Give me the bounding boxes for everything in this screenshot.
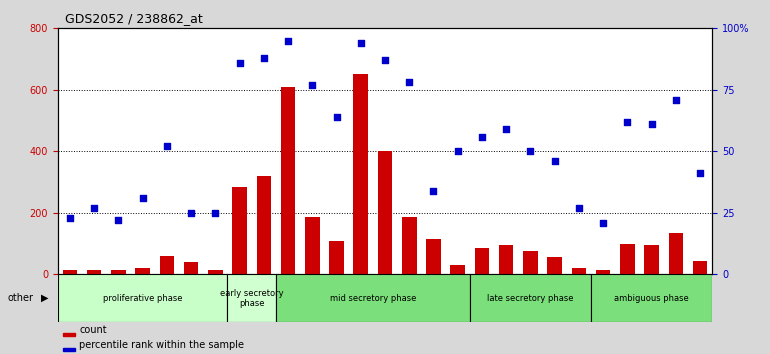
- Point: [282, 38, 294, 44]
- Bar: [184, 262, 199, 274]
- Text: count: count: [79, 325, 107, 335]
- Bar: [58, 274, 227, 322]
- Point: [573, 205, 585, 211]
- Point: [597, 220, 609, 225]
- Point: [670, 97, 682, 103]
- Bar: [591, 274, 712, 322]
- Point: [645, 121, 658, 127]
- Point: [451, 149, 464, 154]
- Bar: [499, 245, 514, 274]
- Point: [500, 126, 512, 132]
- Text: late secretory phase: late secretory phase: [487, 294, 574, 303]
- Point: [306, 82, 319, 88]
- Point: [136, 195, 149, 201]
- Point: [379, 57, 391, 63]
- Bar: [63, 348, 75, 351]
- Point: [524, 149, 537, 154]
- Bar: [402, 217, 417, 274]
- Text: early secretory
phase: early secretory phase: [220, 289, 283, 308]
- Bar: [111, 270, 126, 274]
- Bar: [276, 274, 470, 322]
- Point: [694, 171, 706, 176]
- Point: [621, 119, 634, 125]
- Point: [403, 80, 415, 85]
- Text: percentile rank within the sample: percentile rank within the sample: [79, 340, 244, 350]
- Point: [64, 215, 76, 221]
- Bar: [330, 240, 343, 274]
- Bar: [208, 270, 223, 274]
- Text: other: other: [8, 293, 34, 303]
- Bar: [474, 248, 489, 274]
- Bar: [596, 270, 611, 274]
- Bar: [523, 251, 537, 274]
- Bar: [281, 87, 296, 274]
- Point: [548, 158, 561, 164]
- Bar: [668, 233, 683, 274]
- Bar: [620, 244, 634, 274]
- Bar: [378, 152, 392, 274]
- Point: [476, 134, 488, 139]
- Bar: [227, 274, 276, 322]
- Bar: [87, 270, 102, 274]
- Point: [233, 60, 246, 65]
- Point: [112, 217, 125, 223]
- Point: [185, 210, 197, 216]
- Bar: [233, 187, 247, 274]
- Bar: [693, 261, 708, 274]
- Bar: [159, 256, 174, 274]
- Bar: [136, 268, 150, 274]
- Bar: [450, 265, 465, 274]
- Point: [209, 210, 222, 216]
- Point: [427, 188, 440, 194]
- Point: [330, 114, 343, 120]
- Bar: [63, 333, 75, 336]
- Text: GDS2052 / 238862_at: GDS2052 / 238862_at: [65, 12, 203, 25]
- Point: [355, 40, 367, 46]
- Bar: [571, 268, 586, 274]
- Text: proliferative phase: proliferative phase: [103, 294, 182, 303]
- Bar: [547, 257, 562, 274]
- Bar: [644, 245, 659, 274]
- Bar: [353, 74, 368, 274]
- Point: [88, 205, 100, 211]
- Bar: [470, 274, 591, 322]
- Point: [161, 144, 173, 149]
- Bar: [427, 239, 440, 274]
- Bar: [256, 176, 271, 274]
- Text: mid secretory phase: mid secretory phase: [330, 294, 416, 303]
- Text: ambiguous phase: ambiguous phase: [614, 294, 689, 303]
- Text: ▶: ▶: [41, 293, 49, 303]
- Point: [258, 55, 270, 61]
- Bar: [305, 217, 320, 274]
- Bar: [62, 270, 77, 274]
